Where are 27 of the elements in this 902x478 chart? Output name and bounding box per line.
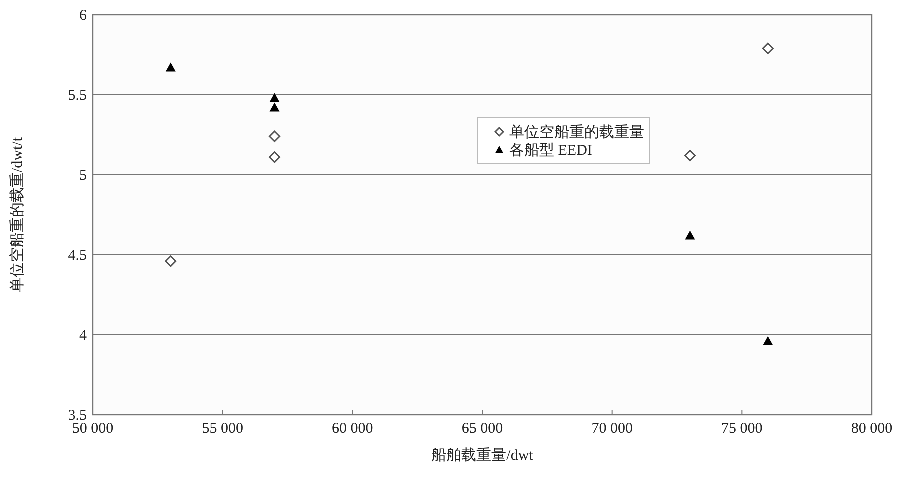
point — [762, 42, 774, 54]
y-tick-label: 5.5 — [68, 88, 87, 104]
x-tick-label: 75 000 — [722, 421, 763, 437]
x-tick-label: 80 000 — [851, 421, 893, 437]
x-tick-label: 70 000 — [592, 421, 633, 437]
y-tick-label: 4 — [80, 328, 88, 344]
point — [763, 336, 774, 346]
point — [166, 62, 176, 72]
x-tick-label: 50 000 — [72, 421, 114, 437]
y-tick-label: 4.5 — [68, 248, 87, 264]
y-axis-title: 单位空船重的载重/dwt/t — [9, 136, 26, 293]
y-tick-label: 3.5 — [68, 408, 87, 424]
x-tick-label: 60 000 — [332, 421, 374, 437]
y-tick-label: 6 — [80, 8, 88, 24]
point — [270, 102, 280, 112]
point — [684, 150, 696, 162]
point — [269, 130, 281, 142]
point — [270, 93, 280, 102]
x-tick-label: 55 000 — [202, 421, 244, 437]
y-tick-label: 5 — [80, 168, 87, 184]
point — [269, 152, 281, 164]
point — [685, 230, 696, 240]
x-tick-label: 65 000 — [462, 421, 504, 437]
legend-label: 单位空船重的载重量 — [510, 124, 644, 141]
legend-label: 各船型 EEDI — [510, 142, 592, 159]
point — [165, 256, 177, 268]
x-axis-title: 船舶载重量/dwt — [432, 447, 534, 464]
